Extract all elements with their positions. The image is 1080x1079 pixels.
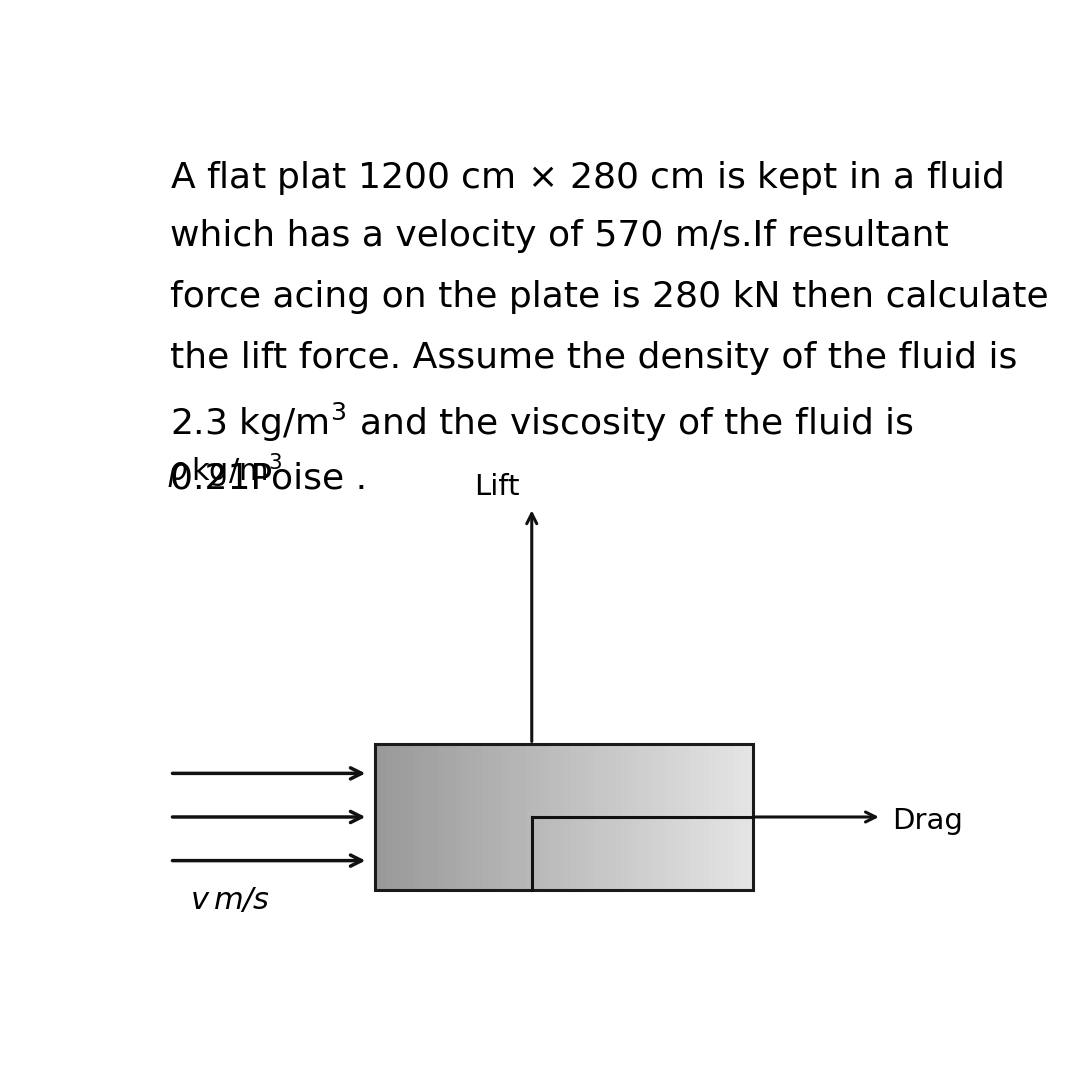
Bar (545, 745, 552, 890)
Bar (388, 745, 394, 890)
Bar (746, 745, 754, 890)
Bar (557, 745, 565, 890)
Text: $v\,$m/s: $v\,$m/s (190, 886, 270, 915)
Bar (432, 745, 438, 890)
Text: the lift force. Assume the density of the fluid is: the lift force. Assume the density of th… (170, 341, 1017, 374)
Bar (595, 745, 603, 890)
Bar (501, 745, 508, 890)
Text: Drag: Drag (892, 807, 962, 835)
Bar (659, 745, 665, 890)
Bar (583, 745, 590, 890)
Bar (437, 745, 445, 890)
Bar (482, 745, 489, 890)
Text: Lift: Lift (474, 473, 519, 501)
Bar (646, 745, 653, 890)
Bar (475, 745, 483, 890)
Bar (450, 745, 458, 890)
Bar (375, 745, 382, 890)
Bar (463, 745, 470, 890)
Bar (728, 745, 734, 890)
Bar (633, 745, 640, 890)
Bar (539, 745, 545, 890)
Bar (715, 745, 723, 890)
Text: $\rho\,$kg/m$^3$: $\rho\,$kg/m$^3$ (167, 451, 283, 491)
Bar (457, 745, 464, 890)
Bar (639, 745, 647, 890)
Bar (721, 745, 729, 890)
Bar (564, 745, 571, 890)
Bar (677, 745, 685, 890)
Bar (444, 745, 451, 890)
Bar (708, 745, 716, 890)
Bar (734, 745, 741, 890)
Text: A flat plat 1200 cm $\times$ 280 cm is kept in a fluid: A flat plat 1200 cm $\times$ 280 cm is k… (170, 159, 1003, 196)
Text: 0.21Poise .: 0.21Poise . (170, 462, 367, 496)
Bar (406, 745, 414, 890)
Bar (508, 745, 514, 890)
Text: force acing on the plate is 280 kN then calculate: force acing on the plate is 280 kN then … (170, 279, 1049, 314)
Bar (394, 745, 401, 890)
Text: which has a velocity of 570 m/s.If resultant: which has a velocity of 570 m/s.If resul… (170, 219, 948, 254)
Bar (608, 745, 616, 890)
Bar (470, 745, 476, 890)
Bar (495, 745, 502, 890)
Bar (697, 745, 703, 890)
Bar (577, 745, 583, 890)
Bar (684, 745, 691, 890)
Bar (488, 745, 496, 890)
Bar (551, 745, 558, 890)
Bar (690, 745, 697, 890)
Bar (570, 745, 578, 890)
Bar (740, 745, 747, 890)
Bar (615, 745, 621, 890)
Bar (664, 745, 672, 890)
Bar (419, 745, 427, 890)
Bar (381, 745, 389, 890)
Bar (513, 745, 521, 890)
Text: 2.3 kg/m$^{3}$ and the viscosity of the fluid is: 2.3 kg/m$^{3}$ and the viscosity of the … (170, 401, 914, 445)
Bar (532, 745, 540, 890)
Bar (413, 745, 420, 890)
Bar (519, 745, 527, 890)
Bar (589, 745, 596, 890)
Bar (671, 745, 678, 890)
Bar (652, 745, 659, 890)
Bar (621, 745, 627, 890)
Bar (626, 745, 634, 890)
Bar (602, 745, 609, 890)
Bar (702, 745, 710, 890)
Bar (400, 745, 407, 890)
Bar (426, 745, 432, 890)
Bar (375, 745, 753, 890)
Bar (526, 745, 534, 890)
